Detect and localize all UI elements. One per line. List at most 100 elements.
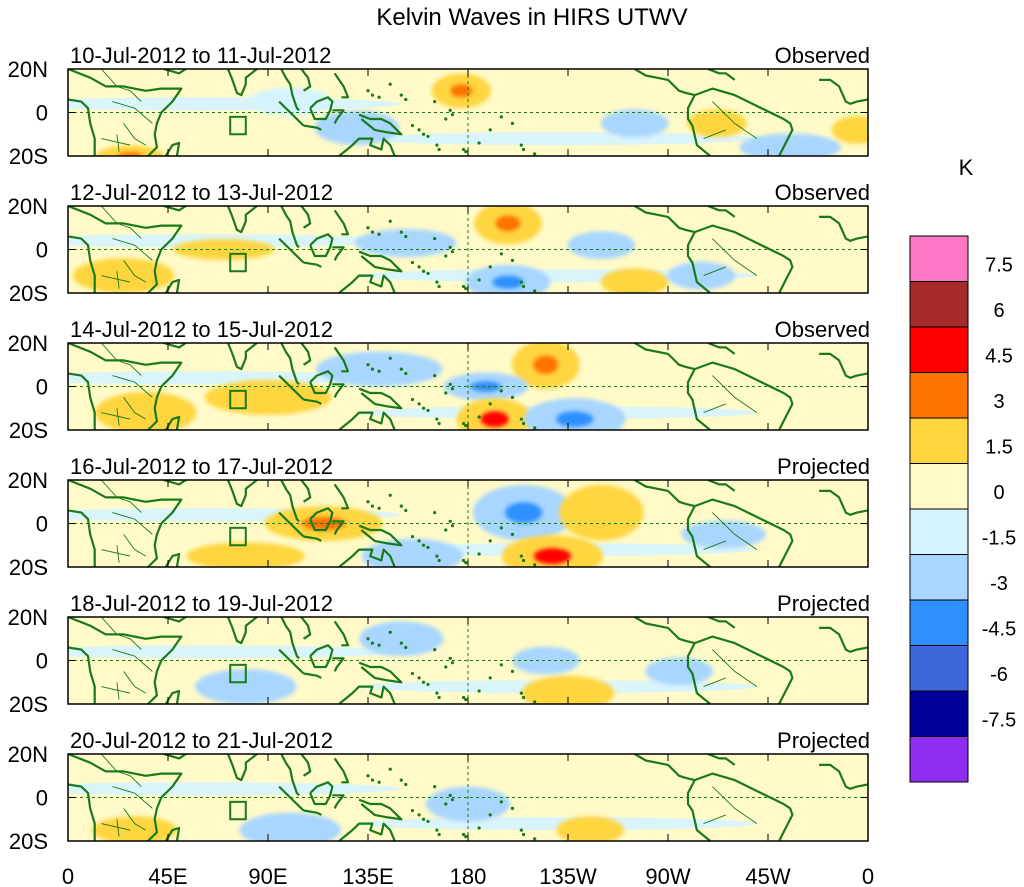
- country-border: [703, 814, 726, 825]
- island: [499, 526, 503, 530]
- anomaly-band: [68, 782, 402, 796]
- country-border: [123, 123, 147, 146]
- island: [388, 356, 392, 360]
- coastline: [358, 524, 403, 547]
- anomaly-core: [706, 118, 728, 129]
- country-border: [712, 101, 758, 139]
- country-border: [712, 786, 758, 824]
- island: [444, 391, 448, 395]
- island: [448, 793, 452, 797]
- island: [533, 426, 537, 430]
- island: [448, 245, 452, 249]
- colorbar-swatch: [909, 463, 969, 510]
- region-box: [229, 252, 247, 273]
- panel-date-range: 10-Jul-2012 to 11-Jul-2012: [70, 43, 331, 68]
- colorbar-label: -4.5: [982, 619, 1016, 641]
- island: [377, 643, 381, 647]
- country-border: [123, 260, 147, 283]
- coastline: [309, 233, 334, 258]
- country-border: [112, 375, 153, 398]
- island: [370, 778, 375, 782]
- island: [510, 532, 515, 536]
- coastline: [634, 343, 695, 371]
- island: [388, 219, 392, 223]
- coastline: [309, 781, 334, 806]
- island: [426, 682, 430, 687]
- coastline: [280, 206, 300, 249]
- anomaly-core: [495, 215, 521, 232]
- y-tick-label: 20N: [8, 605, 48, 630]
- island: [519, 143, 523, 147]
- coastline: [686, 779, 711, 841]
- anomaly-core: [622, 276, 648, 288]
- coastline: [309, 644, 334, 669]
- coastline: [278, 237, 305, 264]
- coastline: [278, 511, 305, 538]
- coastline: [332, 794, 345, 809]
- anomaly-core: [771, 142, 809, 153]
- coastline: [278, 374, 305, 401]
- country-border: [116, 819, 120, 837]
- coastline: [226, 69, 258, 97]
- island: [444, 528, 448, 532]
- coastline: [707, 480, 736, 492]
- island: [421, 680, 426, 684]
- island: [399, 778, 403, 782]
- coastline: [332, 246, 345, 261]
- coastline: [309, 370, 334, 395]
- island: [519, 280, 523, 284]
- panel-status: Projected: [777, 591, 870, 616]
- coastline: [634, 206, 695, 234]
- island: [450, 798, 455, 802]
- island: [417, 676, 421, 680]
- colorbar-label: -1.5: [982, 528, 1016, 550]
- coastline: [164, 826, 181, 841]
- colorbar-label: -6: [990, 664, 1008, 686]
- panel-date-range: 16-Jul-2012 to 17-Jul-2012: [70, 454, 333, 479]
- country-border: [101, 549, 131, 557]
- colorbar-label: 4.5: [985, 346, 1013, 368]
- island: [437, 147, 441, 152]
- x-axis: 0 45E 90E 135E 180 135W 90W 45W 0: [62, 864, 874, 887]
- coastline: [819, 352, 868, 379]
- island: [433, 511, 437, 515]
- colorbar-swatch: [909, 736, 969, 783]
- anomaly-core: [588, 239, 614, 251]
- island: [477, 141, 481, 145]
- anomaly-core: [550, 686, 586, 700]
- country-border: [100, 754, 142, 787]
- colorbar-swatch: [909, 645, 969, 692]
- panel-date-range: 18-Jul-2012 to 19-Jul-2012: [70, 591, 333, 616]
- island: [410, 671, 415, 676]
- island: [417, 128, 421, 132]
- y-tick-label: 20S: [9, 144, 48, 169]
- colorbar-units: K: [959, 155, 974, 180]
- island: [488, 539, 492, 543]
- island: [521, 284, 526, 289]
- anomaly-field: [68, 484, 868, 567]
- island: [437, 558, 441, 563]
- island: [404, 97, 408, 102]
- island: [533, 563, 537, 567]
- coastline: [68, 69, 183, 156]
- coastline: [333, 209, 350, 236]
- coastline: [164, 278, 181, 293]
- coastline: [338, 548, 396, 567]
- country-border: [112, 512, 153, 535]
- x-tick-label: 45E: [148, 864, 187, 887]
- island: [437, 695, 441, 700]
- map-panel: 20N 0 20S 12-Jul-2012 to 13-Jul-2012 Observe…: [8, 180, 870, 306]
- coastline: [634, 480, 695, 508]
- island: [521, 147, 526, 152]
- panel-date-range: 12-Jul-2012 to 13-Jul-2012: [70, 180, 333, 205]
- coastline: [278, 785, 305, 812]
- anomaly-core: [585, 502, 617, 524]
- anomaly-field: [68, 73, 868, 156]
- coastline: [68, 372, 96, 430]
- coastline: [226, 617, 258, 645]
- anomaly-core: [556, 411, 594, 427]
- coastline: [280, 617, 300, 660]
- anomaly-core: [688, 270, 714, 281]
- island: [433, 374, 437, 378]
- coastline: [164, 689, 181, 704]
